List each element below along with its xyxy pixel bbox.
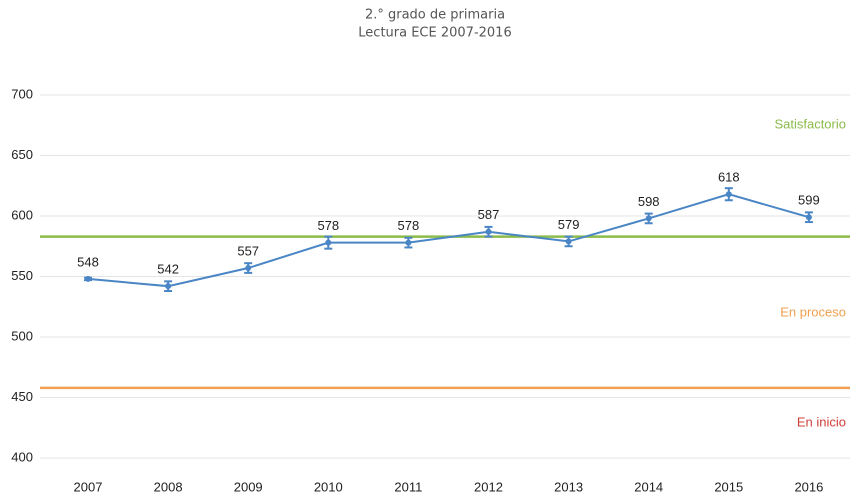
annotation: Satisfactorio [774,116,846,131]
data-label: 578 [317,218,339,233]
point [85,275,91,282]
data-label: 548 [77,254,99,269]
x-tick-label: 2011 [394,479,422,494]
x-tick-label: 2010 [314,479,343,494]
point [645,215,652,222]
annotation: En inicio [797,414,846,429]
data-label: 542 [157,262,179,277]
point [725,191,732,198]
point [245,265,252,272]
x-tick-label: 2012 [474,479,503,494]
x-tick-label: 2008 [154,479,183,494]
y-tick-label: 600 [11,207,33,222]
data-label: 598 [638,194,660,209]
point [805,214,812,221]
y-tick-label: 650 [11,147,33,162]
y-tick-label: 500 [11,328,33,343]
point [325,239,332,246]
series-line [87,193,810,288]
data-label: 618 [718,170,740,185]
y-tick-label: 700 [11,86,33,101]
chart-subtitle: Lectura ECE 2007-2016 [358,26,511,41]
point [565,238,572,245]
data-label: 578 [398,218,420,233]
data-label: 587 [478,207,500,222]
x-tick-label: 2016 [794,479,823,494]
data-label: 599 [798,193,820,208]
point [485,228,492,235]
data-label: 579 [558,217,580,232]
y-tick-label: 550 [11,268,33,283]
x-tick-label: 2015 [714,479,743,494]
data-label: 557 [237,243,259,258]
point [405,239,412,246]
y-tick-label: 450 [11,389,33,404]
x-tick-label: 2009 [234,479,263,494]
point [165,283,172,290]
x-tick-label: 2007 [74,479,103,494]
x-tick-label: 2013 [554,479,583,494]
annotation: En proceso [780,304,846,319]
y-tick-label: 400 [11,449,33,464]
chart-title: 2.° grado de primaria [365,8,505,23]
x-tick-label: 2014 [634,479,663,494]
